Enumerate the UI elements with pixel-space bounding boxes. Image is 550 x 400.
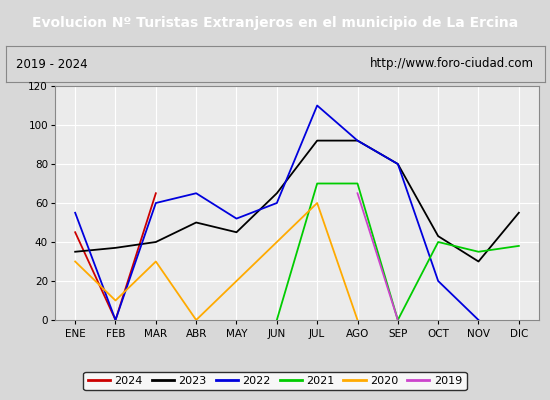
2022 [152,201,159,206]
2021 [435,240,442,244]
2023 [72,249,79,254]
Line: 2019: 2019 [358,193,398,320]
2022 [394,162,401,166]
2021 [273,318,280,322]
2021 [394,318,401,322]
Line: 2021: 2021 [277,184,519,320]
2022 [435,278,442,283]
2022 [112,318,119,322]
2020 [314,201,321,206]
2023 [475,259,482,264]
2023 [435,234,442,238]
Legend: 2024, 2023, 2022, 2021, 2020, 2019: 2024, 2023, 2022, 2021, 2020, 2019 [84,372,466,390]
2022 [193,191,200,196]
2024 [112,318,119,322]
Line: 2022: 2022 [75,106,478,320]
2023 [112,246,119,250]
Text: Evolucion Nº Turistas Extranjeros en el municipio de La Ercina: Evolucion Nº Turistas Extranjeros en el … [32,16,518,30]
2021 [314,181,321,186]
2023 [152,240,159,244]
2019 [394,318,401,322]
2023 [515,210,522,215]
2022 [314,103,321,108]
Text: 2019 - 2024: 2019 - 2024 [16,58,88,70]
2020 [112,298,119,303]
2021 [354,181,361,186]
2022 [475,318,482,322]
2021 [515,244,522,248]
2022 [354,138,361,143]
2021 [475,249,482,254]
2023 [273,191,280,196]
2023 [193,220,200,225]
2020 [193,318,200,322]
2020 [354,318,361,322]
2022 [273,201,280,206]
Line: 2020: 2020 [75,203,358,320]
2019 [354,191,361,196]
Line: 2024: 2024 [75,193,156,320]
Line: 2023: 2023 [75,141,519,262]
2024 [72,230,79,235]
2020 [152,259,159,264]
2023 [354,138,361,143]
2023 [314,138,321,143]
Text: http://www.foro-ciudad.com: http://www.foro-ciudad.com [370,58,534,70]
2022 [72,210,79,215]
2022 [233,216,240,221]
2023 [233,230,240,235]
2023 [394,162,401,166]
2020 [72,259,79,264]
2024 [152,191,159,196]
